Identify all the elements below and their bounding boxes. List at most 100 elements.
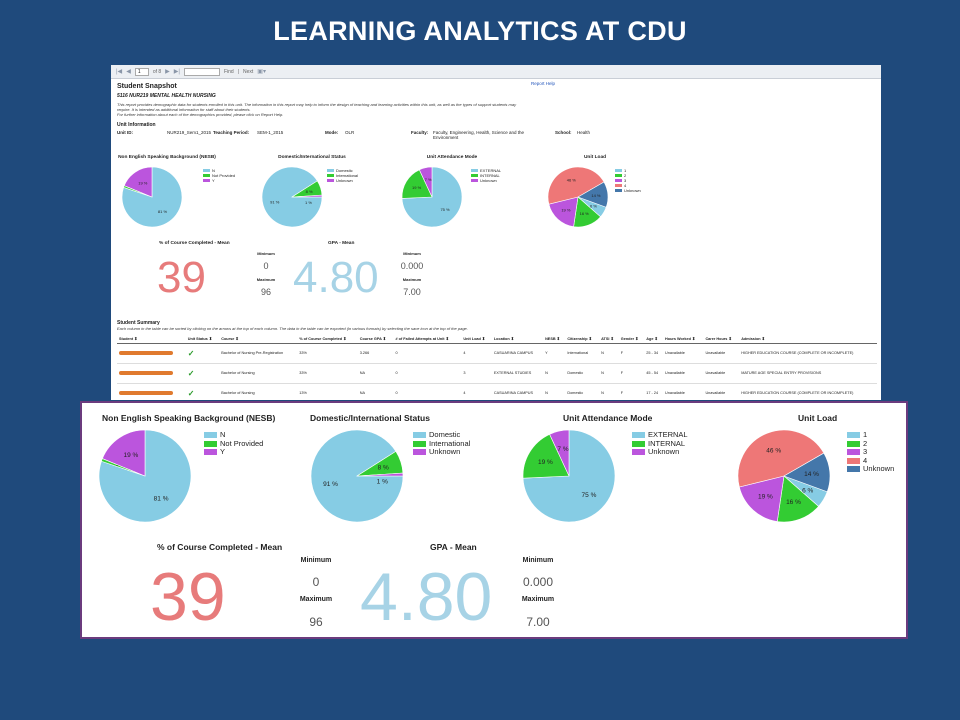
table-column-header[interactable]: Gender ⬍ (618, 336, 645, 344)
nesb-slice-y (102, 429, 146, 477)
legend-label: Unknown (480, 178, 497, 183)
report-title: Student Snapshot (117, 83, 177, 90)
mode: OLR (345, 130, 355, 135)
table-cell: F (618, 383, 645, 400)
table-cell: 33% (297, 343, 358, 364)
domestic-slice-label: 91 % (323, 481, 338, 488)
legend-label: Unknown (624, 188, 641, 193)
table-column-header[interactable]: % of Course Completed ⬍ (297, 336, 358, 344)
legend-swatch (615, 169, 622, 173)
table-column-header[interactable]: Age ⬍ (644, 336, 664, 344)
table-cell: CASUARINA CAMPUS (491, 383, 544, 400)
legend-swatch (632, 432, 645, 439)
table-column-header[interactable]: Carer Hours ⬍ (703, 336, 740, 344)
load-slice-4 (737, 429, 825, 488)
legend-label: International (336, 173, 359, 178)
legend-swatch (847, 440, 860, 447)
load-legend: 1 2 3 4 Unknown (847, 430, 894, 474)
legend-swatch (204, 449, 217, 456)
table-column-header[interactable]: Unit Status ⬍ (185, 336, 220, 344)
legend-label: 3 (863, 447, 868, 456)
mini-domestic-pie: 91 % 8 % 1 % (261, 166, 323, 228)
last-page-icon[interactable]: ▶| (173, 69, 180, 75)
legend-item: EXTERNAL (632, 430, 688, 440)
table-cell: 0 (393, 383, 462, 400)
domestic-slice-label: 8 % (378, 465, 389, 472)
table-column-header[interactable]: Admission ⬍ (739, 336, 877, 344)
legend-label: Y (212, 178, 215, 183)
student-cell[interactable] (117, 343, 186, 364)
table-cell: 4 (461, 343, 492, 364)
first-page-icon[interactable]: |◀ (116, 69, 123, 75)
domestic-pie-chart: 91 % 8 % 1 % (310, 429, 404, 523)
table-cell: Domestic (565, 363, 600, 384)
mini-nesb-title: Non English Speaking Background (NESB) (118, 155, 216, 160)
table-cell: N (599, 383, 619, 400)
table-cell: NA (357, 363, 394, 384)
table-column-header[interactable]: # of Failed Attempts at Unit ⬍ (393, 336, 462, 344)
load-slice-label: 6 % (802, 487, 813, 494)
unit-info: Unit ID: NUR219_Sem1_2015 Teaching Perio… (117, 130, 591, 140)
table-column-header[interactable]: Citizenship ⬍ (565, 336, 600, 344)
completed-min-value: 0 (312, 575, 320, 589)
table-column-header[interactable]: Course ⬍ (219, 336, 298, 344)
table-cell: Domestic (565, 383, 600, 400)
table-column-header[interactable]: Location ⬍ (491, 336, 544, 344)
legend-swatch (413, 432, 426, 439)
attendance-slice-label: 7 % (425, 177, 432, 182)
prev-page-icon[interactable]: ◀ (126, 69, 131, 75)
table-column-header[interactable]: ATSI ⬍ (599, 336, 619, 344)
table-cell: 33% (297, 363, 358, 384)
legend-item: Domestic (327, 168, 358, 173)
load-chart-title: Unit Load (798, 413, 838, 423)
next-link[interactable]: Next (243, 68, 254, 75)
table-cell: Bachelor of Nursing (219, 363, 298, 384)
legend-swatch (847, 466, 860, 473)
report-help-link[interactable]: Report Help (530, 81, 555, 86)
student-cell[interactable] (117, 363, 186, 384)
student-summary-note: Each column in the table can be sorted b… (117, 326, 468, 331)
attendance-slice-label: 75 % (582, 492, 597, 499)
table-cell: 0 (393, 363, 462, 384)
attendance-slice-internal (522, 433, 570, 479)
table-cell: Unavailable (663, 343, 704, 364)
legend-label: 1 (624, 168, 627, 173)
legend-item: Unknown (327, 178, 358, 183)
checkmark-icon: ✓ (185, 343, 220, 364)
student-summary-heading: Student Summary (117, 320, 160, 326)
table-column-header[interactable]: Course GPA ⬍ (357, 336, 394, 344)
legend-item: International (413, 439, 470, 449)
mini-completed-min-label: Minimum (257, 251, 275, 256)
domestic-slice-unknown (356, 472, 404, 477)
load-slice-unknown (577, 181, 609, 208)
checkmark-icon: ✓ (185, 383, 220, 400)
legend-item: International (327, 173, 358, 178)
table-cell: MATURE AGE SPECIAL ENTRY PROVISIONS (739, 363, 877, 384)
legend-label: EXTERNAL (480, 168, 502, 173)
mini-domestic-legend: Domestic International Unknown (327, 168, 358, 183)
find-link[interactable]: Find (223, 68, 234, 75)
domestic-legend: Domestic International Unknown (413, 430, 470, 457)
student-cell[interactable] (117, 383, 186, 400)
report-intro: This report provides demographic data fo… (117, 102, 517, 117)
table-cell: 3.266 (357, 343, 394, 364)
table-column-header[interactable]: Student ⬍ (117, 336, 186, 344)
table-column-header[interactable]: Hours Worked ⬍ (663, 336, 704, 344)
legend-swatch (203, 179, 210, 183)
table-cell: N (599, 343, 619, 364)
mini-gpa-max-label: Maximum (402, 277, 422, 282)
legend-label: Domestic (429, 430, 461, 439)
next-page-icon[interactable]: ▶ (165, 69, 170, 75)
table-cell: N (543, 363, 566, 384)
table-cell: HIGHER EDUCATION COURSE (COMPLETE OR INC… (739, 383, 877, 400)
domestic-slice-label: 1 % (377, 478, 388, 485)
completed-min-label: Minimum (300, 557, 332, 564)
find-input[interactable] (183, 67, 220, 76)
page-number-input[interactable]: 1 (134, 67, 149, 76)
legend-swatch (203, 169, 210, 173)
table-cell: 45 - 54 (644, 363, 664, 384)
table-column-header[interactable]: Unit Load ⬍ (461, 336, 492, 344)
legend-item: Y (204, 447, 263, 457)
save-icon[interactable]: ▣▾ (257, 69, 266, 75)
table-column-header[interactable]: NESB ⬍ (543, 336, 566, 344)
